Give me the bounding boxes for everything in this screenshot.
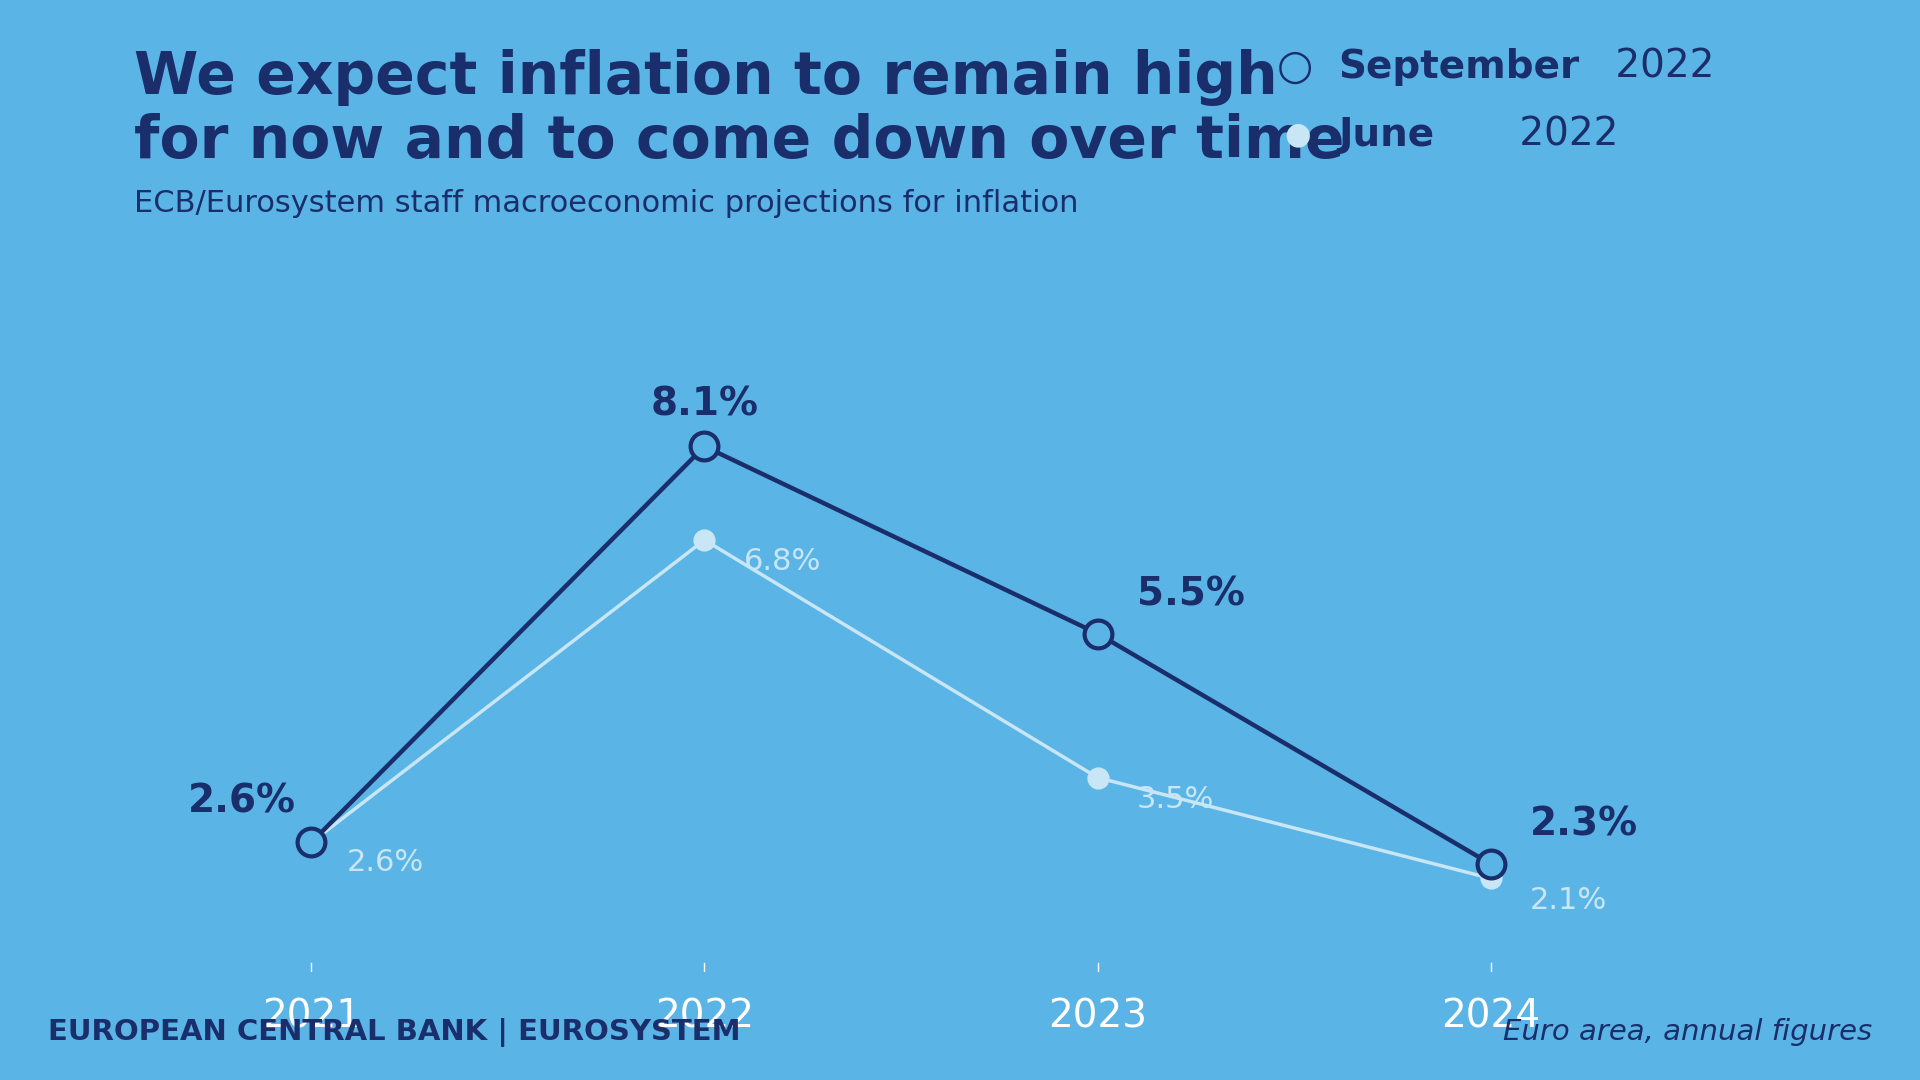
Text: Euro area, annual figures: Euro area, annual figures xyxy=(1503,1018,1872,1047)
Text: 2.1%: 2.1% xyxy=(1530,886,1607,915)
Text: September: September xyxy=(1338,48,1580,86)
Text: 2022: 2022 xyxy=(1603,48,1715,86)
Text: 8.1%: 8.1% xyxy=(651,386,758,423)
Text: 2022: 2022 xyxy=(1507,116,1619,154)
Text: 2.3%: 2.3% xyxy=(1530,806,1638,843)
Text: ○: ○ xyxy=(1277,46,1313,87)
Text: 5.5%: 5.5% xyxy=(1137,576,1244,613)
Text: 3.5%: 3.5% xyxy=(1137,785,1213,814)
Text: 2.6%: 2.6% xyxy=(348,848,424,877)
Text: EUROPEAN CENTRAL BANK | EUROSYSTEM: EUROPEAN CENTRAL BANK | EUROSYSTEM xyxy=(48,1017,741,1047)
Text: 2.6%: 2.6% xyxy=(188,783,296,821)
Text: for now and to come down over time: for now and to come down over time xyxy=(134,113,1344,171)
Text: We expect inflation to remain high: We expect inflation to remain high xyxy=(134,49,1279,106)
Text: ECB/Eurosystem staff macroeconomic projections for inflation: ECB/Eurosystem staff macroeconomic proje… xyxy=(134,189,1079,218)
Text: ●: ● xyxy=(1284,121,1311,149)
Text: 6.8%: 6.8% xyxy=(743,548,822,577)
Text: June: June xyxy=(1338,116,1434,154)
